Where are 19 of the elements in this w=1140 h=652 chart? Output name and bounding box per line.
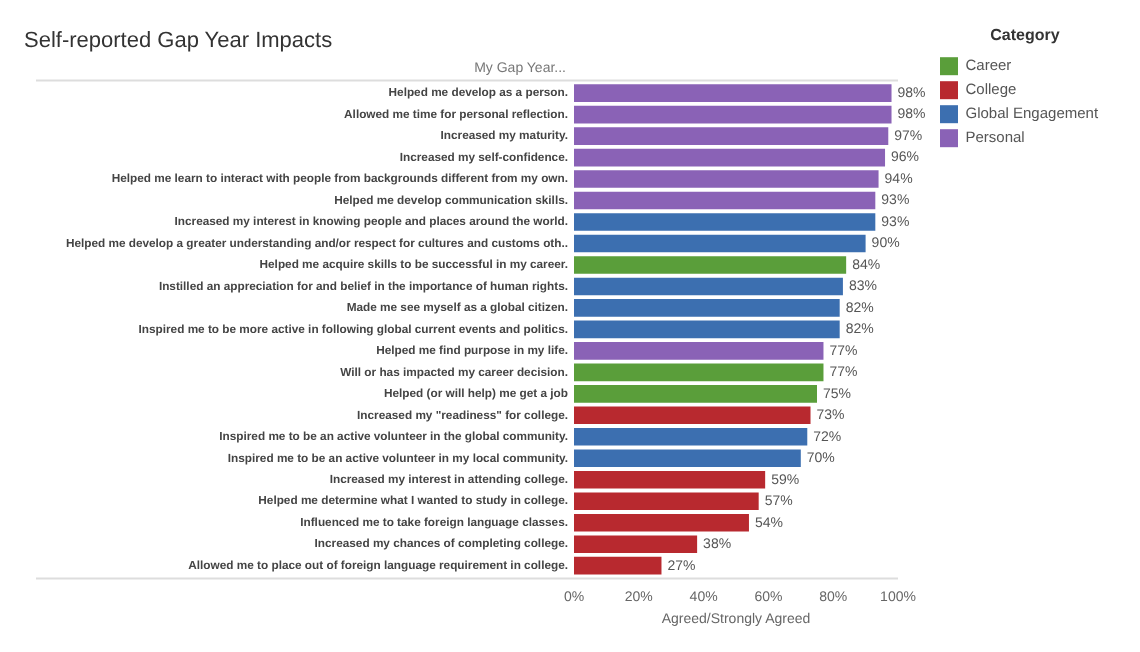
bar <box>574 191 876 210</box>
bar <box>574 84 892 102</box>
bar <box>574 256 847 274</box>
bar <box>574 170 879 188</box>
bar <box>574 406 811 425</box>
legend-title: Category <box>990 26 1061 45</box>
bar <box>574 105 892 124</box>
bar <box>574 234 866 253</box>
bar <box>574 320 840 339</box>
bar <box>574 127 889 145</box>
bar <box>574 148 886 167</box>
bar <box>574 299 840 317</box>
bar <box>574 385 817 403</box>
text: Self-reported Gap Year Impacts <box>24 29 334 54</box>
bar <box>574 277 843 296</box>
bar <box>574 342 824 360</box>
bar <box>574 556 662 575</box>
bar <box>574 363 824 382</box>
bar <box>574 213 876 231</box>
